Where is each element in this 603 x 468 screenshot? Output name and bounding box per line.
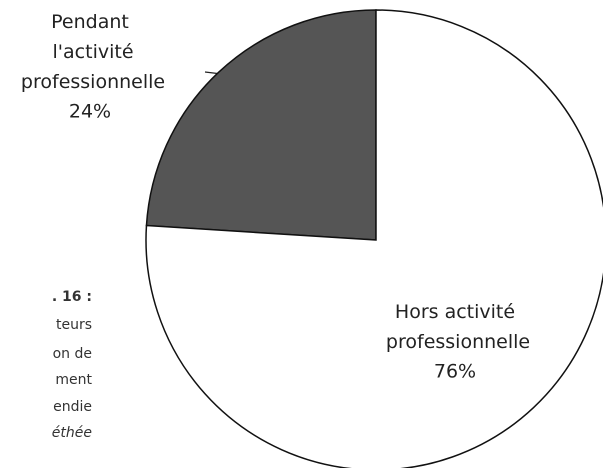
caption-fragment: on de	[53, 346, 92, 362]
slice-value-label: 76%	[434, 361, 476, 383]
slice-value-label: 24%	[69, 101, 111, 123]
pie-slice	[145, 9, 603, 468]
caption-fragment: éthée	[52, 425, 92, 441]
caption-fragment: endie	[53, 399, 92, 415]
caption-fragment: teurs	[56, 317, 92, 333]
caption-fragment: ment	[55, 372, 92, 388]
pie-slice	[145, 9, 377, 241]
slice-label: Hors activité professionnelle	[380, 301, 530, 353]
slice-label: Pendant l'activité professionnelle	[15, 11, 165, 93]
caption-fragment: . 16 :	[52, 289, 92, 305]
